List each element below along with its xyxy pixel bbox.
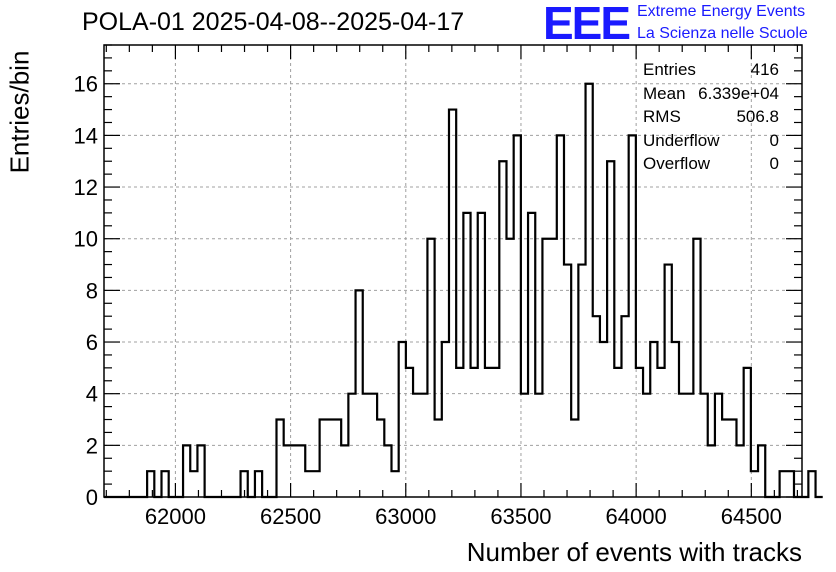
y-tick-label: 8 (86, 278, 98, 303)
histogram-bin (284, 445, 291, 497)
histogram-bin (708, 445, 715, 497)
stat-underflow: Underflow 0 (641, 131, 779, 155)
histogram-bin (657, 368, 664, 497)
tick-labels: 62000 62500 63000 63500 64000 64500 0 2 4 6 8 10 12 1… (74, 72, 782, 529)
stat-label: Entries (643, 60, 696, 79)
stat-rms: RMS 506.8 (641, 107, 779, 131)
chart-title: POLA-01 2025-04-08--2025-04-17 (82, 8, 465, 36)
y-tick-label: 0 (86, 485, 98, 510)
y-tick-label: 12 (74, 175, 98, 200)
histogram-bin (485, 368, 492, 497)
x-tick-label: 63000 (375, 504, 436, 529)
histogram-bin (550, 239, 557, 497)
x-tick-label: 63500 (490, 504, 551, 529)
stat-label: Overflow (643, 154, 711, 173)
histogram-bin (190, 471, 197, 497)
stat-mean: Mean 6.339e+04 (641, 84, 779, 108)
y-tick-label: 14 (74, 123, 98, 148)
plot-border (103, 44, 803, 498)
y-tick-label: 4 (86, 382, 98, 407)
histogram-bin (600, 342, 607, 497)
y-tick-label: 6 (86, 330, 98, 355)
y-tick-label: 16 (74, 72, 98, 97)
eee-logo: EEE (543, 0, 631, 49)
logo-tagline-1: Extreme Energy Events (637, 3, 806, 20)
stat-value: 416 (750, 60, 779, 79)
histogram-bin (571, 420, 578, 497)
x-tick-label: 62500 (260, 504, 321, 529)
stat-label: RMS (643, 107, 681, 126)
histogram-bin (471, 368, 478, 497)
axis-ticks (104, 44, 802, 498)
stat-value: 0 (769, 130, 779, 150)
stat-value: 0 (769, 154, 779, 173)
histogram-bin (341, 445, 348, 497)
y-axis-label: Entries/bin (4, 50, 35, 174)
stats-box: Entries 416 Mean 6.339e+04 RMS 506.8 Und… (641, 60, 779, 178)
plot-frame (103, 44, 803, 498)
histogram-outline (104, 82, 823, 499)
histogram-bin (456, 368, 463, 497)
stat-entries: Entries 416 (641, 60, 779, 84)
stat-label: Underflow (643, 130, 720, 150)
histogram-bin (751, 471, 758, 497)
histogram-bars (104, 82, 823, 499)
stat-label: Mean (643, 83, 686, 103)
x-tick-label: 64500 (721, 504, 782, 529)
histogram-bin (593, 316, 600, 497)
histogram-bin (391, 471, 398, 497)
histogram-bin (492, 368, 499, 497)
logo-tagline-2: La Scienza nelle Scuole (637, 25, 808, 42)
stat-value: 6.339e+04 (698, 83, 779, 103)
histogram-bin (291, 445, 298, 497)
histogram-bin (305, 471, 312, 497)
stat-value: 506.8 (736, 107, 779, 126)
histogram-bin (435, 420, 442, 497)
histogram-bin (736, 445, 743, 497)
histogram-bin (506, 239, 513, 497)
histogram-bin (722, 420, 729, 497)
stat-overflow: Overflow 0 (641, 154, 779, 178)
y-tick-label: 2 (86, 433, 98, 458)
x-tick-label: 64000 (606, 504, 667, 529)
y-tick-label: 10 (74, 227, 98, 252)
histogram-bin (614, 368, 621, 497)
histogram-bin (327, 420, 334, 497)
grid-lines (104, 45, 802, 497)
x-axis-label: Number of events with tracks (466, 537, 802, 567)
x-tick-label: 62000 (145, 504, 206, 529)
